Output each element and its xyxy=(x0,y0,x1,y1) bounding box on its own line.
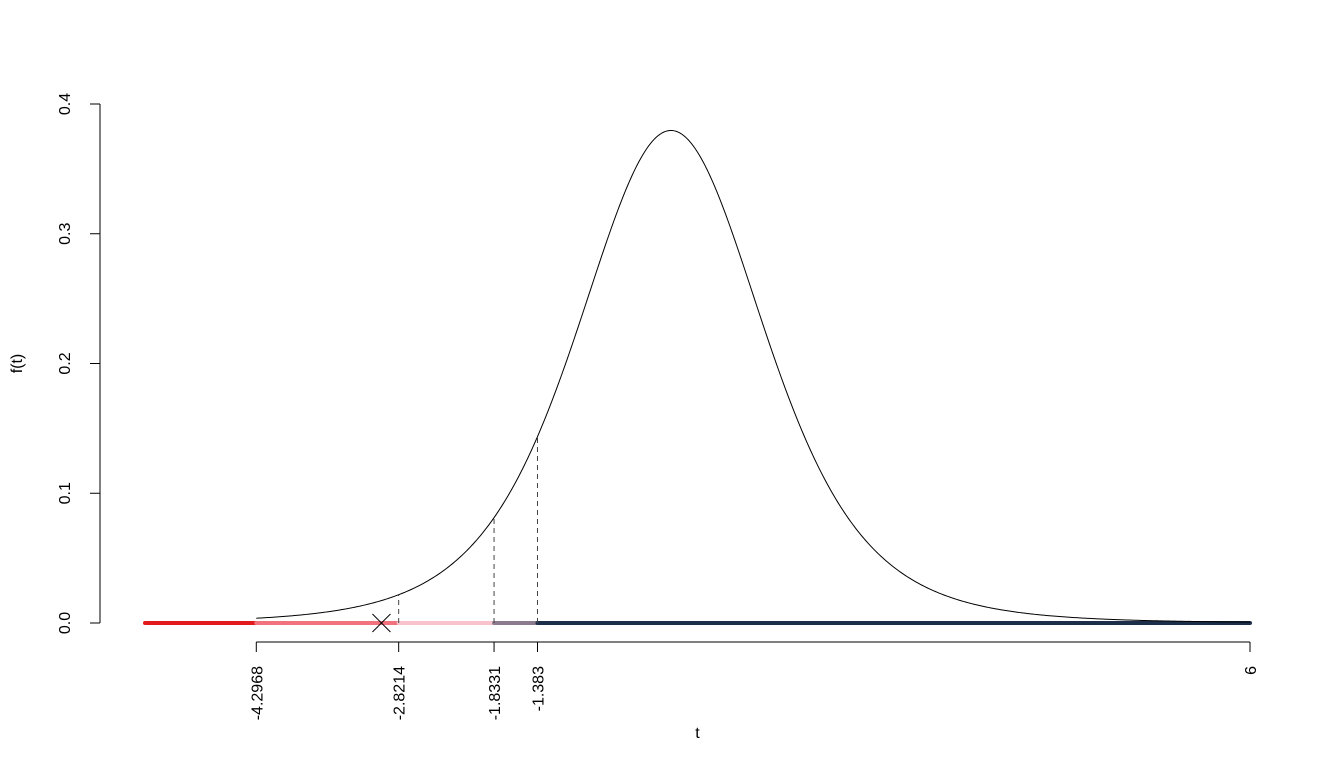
density-curve xyxy=(256,129,1251,623)
x-axis: -4.2968 -2.8214 -1.8331 -1.383 6 xyxy=(249,641,1260,720)
y-tick-label-4: 0.3 xyxy=(57,223,74,245)
x-axis-title: t xyxy=(695,725,700,742)
x-tick-label-2: -2.8214 xyxy=(392,666,409,720)
x-tick-label-1: -4.2968 xyxy=(249,666,266,720)
y-tick-label-2: 0.1 xyxy=(57,482,74,504)
marker-stroke-2 xyxy=(372,613,391,633)
x-tick-label-3: -1.8331 xyxy=(487,666,504,720)
y-axis: 0.0 0.1 0.2 0.3 0.4 xyxy=(57,93,101,634)
observed-statistic-marker xyxy=(372,613,391,633)
y-tick-label-3: 0.2 xyxy=(57,352,74,374)
y-axis-title: f(t) xyxy=(9,354,26,374)
critical-value-lines xyxy=(398,436,538,623)
y-tick-label-5: 0.4 xyxy=(57,93,74,115)
x-tick-label-5: 6 xyxy=(1243,666,1260,675)
y-tick-label-1: 0.0 xyxy=(57,612,74,634)
x-tick-label-4: -1.383 xyxy=(530,666,547,711)
